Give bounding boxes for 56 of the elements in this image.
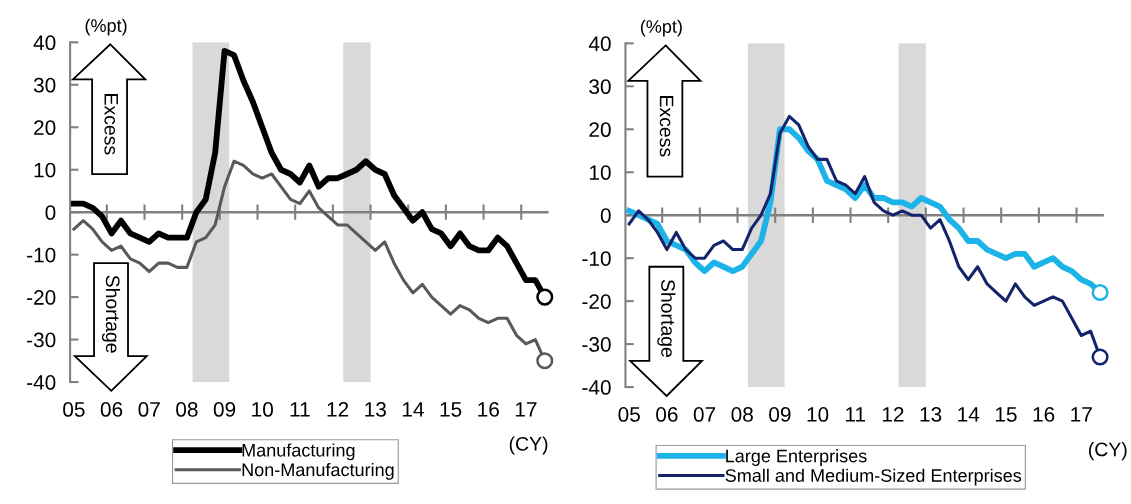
x-tick-label: 09 bbox=[769, 407, 791, 422]
y-tick-label: 20 bbox=[34, 120, 56, 136]
y-tick-label: -40 bbox=[27, 375, 56, 390]
x-tick-label: 17 bbox=[515, 402, 537, 417]
x-tick-label: 09 bbox=[213, 402, 236, 417]
x-tick-label: 16 bbox=[1033, 407, 1055, 422]
y-tick-label: 40 bbox=[588, 36, 611, 52]
x-tick-label: 06 bbox=[100, 402, 123, 417]
annotation: Excess bbox=[104, 94, 118, 155]
y-tick-label: -10 bbox=[27, 247, 56, 263]
x-tick-label: 15 bbox=[440, 402, 462, 417]
x-tick-label: 17 bbox=[1071, 407, 1092, 422]
annotation: Excess bbox=[659, 96, 674, 157]
x-tick-label: 06 bbox=[656, 407, 678, 422]
y-tick-label: -30 bbox=[27, 332, 56, 348]
y-tick-label: 30 bbox=[33, 77, 56, 93]
x-tick-label: 11 bbox=[846, 407, 866, 422]
annotation: Shortage bbox=[657, 279, 676, 357]
x-tick-label: 16 bbox=[478, 402, 499, 417]
y-tick-label: 10 bbox=[34, 162, 56, 178]
legend-label: Small and Medium-Sized Enterprises bbox=[725, 468, 1022, 486]
text: (CY) bbox=[509, 436, 548, 455]
y-tick-label: -10 bbox=[582, 251, 611, 266]
legend-label: Non-Manufacturing bbox=[242, 462, 394, 480]
text: (%pt) bbox=[640, 19, 682, 37]
x-tick-label: 10 bbox=[252, 402, 274, 417]
legend-label: Large Enterprises bbox=[726, 449, 867, 466]
y-tick-label: 40 bbox=[33, 35, 56, 51]
x-tick-label: 07 bbox=[138, 402, 160, 417]
x-tick-label: 13 bbox=[365, 402, 386, 417]
x-tick-label: 14 bbox=[958, 407, 980, 422]
y-tick-label: -20 bbox=[582, 294, 611, 309]
annotation: Shortage bbox=[101, 275, 121, 353]
x-tick-label: 15 bbox=[995, 407, 1017, 422]
x-tick-label: 10 bbox=[807, 407, 829, 422]
x-tick-label: 07 bbox=[693, 407, 716, 422]
text: (%pt) bbox=[85, 18, 127, 36]
x-tick-label: 12 bbox=[882, 407, 904, 422]
text: (CY) bbox=[1089, 442, 1127, 461]
y-tick-label: -40 bbox=[582, 380, 611, 395]
y-tick-label: -20 bbox=[27, 290, 56, 305]
x-tick-label: 08 bbox=[176, 402, 198, 417]
x-tick-label: 08 bbox=[731, 407, 753, 422]
x-tick-label: 05 bbox=[618, 407, 640, 422]
y-tick-label: 10 bbox=[589, 165, 611, 180]
y-tick-label: 0 bbox=[600, 208, 611, 223]
legend-label: Manufacturing bbox=[242, 443, 355, 461]
y-tick-label: 20 bbox=[589, 122, 611, 138]
x-tick-label: 05 bbox=[63, 402, 85, 417]
x-tick-label: 14 bbox=[402, 402, 424, 417]
y-tick-label: 30 bbox=[589, 79, 611, 95]
y-tick-label: 0 bbox=[45, 205, 56, 220]
x-tick-label: 13 bbox=[920, 407, 942, 422]
x-tick-label: 11 bbox=[290, 402, 310, 417]
x-tick-label: 12 bbox=[327, 402, 349, 417]
y-tick-label: -30 bbox=[582, 337, 611, 352]
